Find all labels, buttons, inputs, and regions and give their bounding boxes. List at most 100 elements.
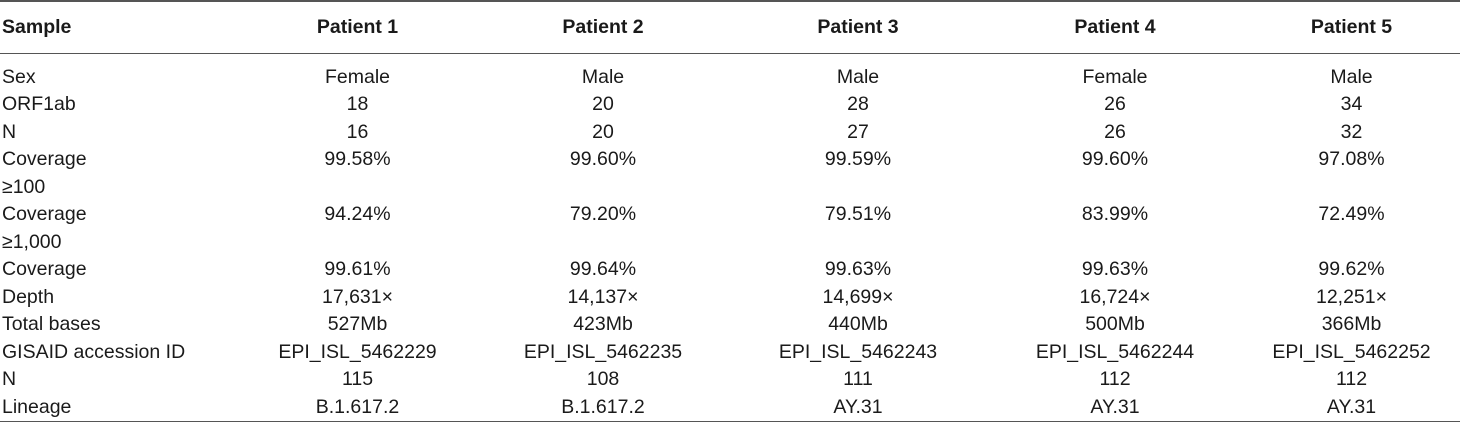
table-cell: 14,137× [567, 285, 639, 308]
row-label-line: Coverage [2, 148, 87, 170]
table-cell: 32 [1340, 120, 1363, 143]
table-row: Coverage 99.61% 99.64% 99.63% 99.63% 99.… [0, 256, 1460, 284]
table-cell: 72.49% [1318, 203, 1385, 225]
table-cell: 18 [346, 93, 369, 115]
row-label-line: Sex [2, 65, 36, 88]
table-row: Sex Female Male Male Female Male [0, 53, 1460, 91]
row-label: N [0, 119, 238, 147]
table-cell: B.1.617.2 [477, 393, 729, 422]
table-row: GISAID accession ID EPI_ISL_5462229 EPI_… [0, 339, 1460, 367]
table-cell: 79.51% [824, 203, 892, 225]
table-cell: 111 [843, 368, 873, 390]
table-cell: Male [836, 65, 880, 88]
table-cell: AY.31 [1243, 393, 1460, 422]
table-cell: AY.31 [729, 393, 987, 422]
header-patient-2: Patient 2 [477, 0, 729, 54]
table-cell: 99.59% [824, 148, 892, 170]
table-cell: 112 [1099, 368, 1131, 390]
table-row: ORF1ab 18 20 28 26 34 [0, 91, 1460, 119]
table-cell: 99.63% [1081, 258, 1149, 280]
header-patient-3: Patient 3 [729, 0, 987, 54]
row-label: Sex [0, 53, 238, 91]
table-cell: 99.64% [569, 258, 637, 280]
table-cell: 28 [847, 93, 869, 115]
table-cell: AY.31 [987, 393, 1243, 422]
table-cell: 99.58% [324, 148, 391, 170]
row-label: Coverage ≥100 [0, 146, 238, 201]
row-label-line: ≥100 [2, 175, 46, 198]
table-cell: 94.24% [324, 203, 391, 225]
table-cell: 27 [847, 120, 869, 143]
row-label-line: Total bases [2, 313, 101, 335]
table-cell: 423Mb [573, 313, 633, 335]
row-label-line: Coverage [2, 203, 87, 225]
row-label: Total bases [0, 311, 238, 339]
table-cell: EPI_ISL_5462244 [1035, 340, 1195, 363]
table-cell: EPI_ISL_5462243 [778, 340, 938, 363]
table-row: Depth 17,631× 14,137× 14,699× 16,724× 12… [0, 284, 1460, 312]
table-cell: 99.61% [324, 258, 391, 280]
table-cell: Female [1082, 65, 1148, 88]
table-cell: 26 [1104, 93, 1126, 115]
table-body: Sex Female Male Male Female Male ORF1ab … [0, 53, 1460, 422]
table-cell: 34 [1340, 93, 1363, 115]
table-cell: 500Mb [1085, 313, 1145, 335]
table-cell: 99.63% [824, 258, 892, 280]
row-label-line: Lineage [2, 395, 72, 418]
table-row: Coverage ≥1,000 94.24% 79.20% 79.51% 83.9… [0, 201, 1460, 256]
row-label: GISAID accession ID [0, 339, 238, 367]
table-cell: EPI_ISL_5462252 [1272, 340, 1431, 363]
table-cell: EPI_ISL_5462229 [278, 340, 437, 363]
table-header: Sample Patient 1 Patient 2 Patient 3 Pat… [0, 0, 1460, 54]
header-patient-5: Patient 5 [1243, 0, 1460, 54]
table-cell: 14,699× [822, 285, 894, 308]
table-cell: 99.60% [1081, 148, 1149, 170]
table-cell: 83.99% [1081, 203, 1149, 225]
table-cell: 79.20% [569, 203, 637, 225]
row-label-line: Depth [2, 285, 55, 308]
table-cell: 12,251× [1315, 285, 1388, 308]
row-label: Coverage ≥1,000 [0, 201, 238, 256]
row-label-line: N [2, 368, 17, 390]
row-label: Coverage [0, 256, 238, 284]
table-cell: Female [324, 65, 391, 88]
table-cell: 16 [346, 120, 369, 143]
table-cell: 17,631× [321, 285, 394, 308]
table-cell: 112 [1335, 368, 1368, 390]
table-cell: 527Mb [327, 313, 388, 335]
table-cell: 16,724× [1079, 285, 1151, 308]
table-cell: 99.60% [569, 148, 637, 170]
table-cell: B.1.617.2 [238, 393, 477, 422]
table-cell: 108 [586, 368, 620, 390]
row-label: Depth [0, 284, 238, 312]
row-label-line: ORF1ab [2, 93, 76, 115]
row-label-line: ≥1,000 [2, 230, 62, 253]
row-label-line: Coverage [2, 258, 87, 280]
table-cell: 26 [1104, 120, 1126, 143]
table-row: N 115 108 111 112 112 [0, 366, 1460, 394]
row-label-line: GISAID accession ID [2, 340, 186, 363]
table-cell: 440Mb [828, 313, 888, 335]
table-cell: 115 [341, 368, 374, 390]
table-cell: Male [581, 65, 625, 88]
table-row: N 16 20 27 26 32 [0, 119, 1460, 147]
row-label: Lineage [0, 393, 238, 422]
row-label: ORF1ab [0, 91, 238, 119]
table-cell: EPI_ISL_5462235 [523, 340, 683, 363]
table-cell: 97.08% [1318, 148, 1385, 170]
table-row: Total bases 527Mb 423Mb 440Mb 500Mb 366M… [0, 311, 1460, 339]
table-cell: Male [1330, 65, 1373, 88]
header-patient-4: Patient 4 [987, 0, 1243, 54]
table-cell: 20 [592, 93, 614, 115]
table-cell: 366Mb [1321, 313, 1382, 335]
table-cell: 99.62% [1318, 258, 1385, 280]
row-label: N [0, 366, 238, 394]
header-row: Sample Patient 1 Patient 2 Patient 3 Pat… [0, 0, 1460, 54]
table-row: Lineage B.1.617.2 B.1.617.2 AY.31 AY.31 … [0, 393, 1460, 422]
table-row: Coverage ≥100 99.58% 99.60% 99.59% 99.60%… [0, 146, 1460, 201]
row-label-line: N [2, 120, 17, 143]
table-cell: 20 [592, 120, 614, 143]
header-patient-1: Patient 1 [238, 0, 477, 54]
header-sample: Sample [0, 0, 238, 54]
